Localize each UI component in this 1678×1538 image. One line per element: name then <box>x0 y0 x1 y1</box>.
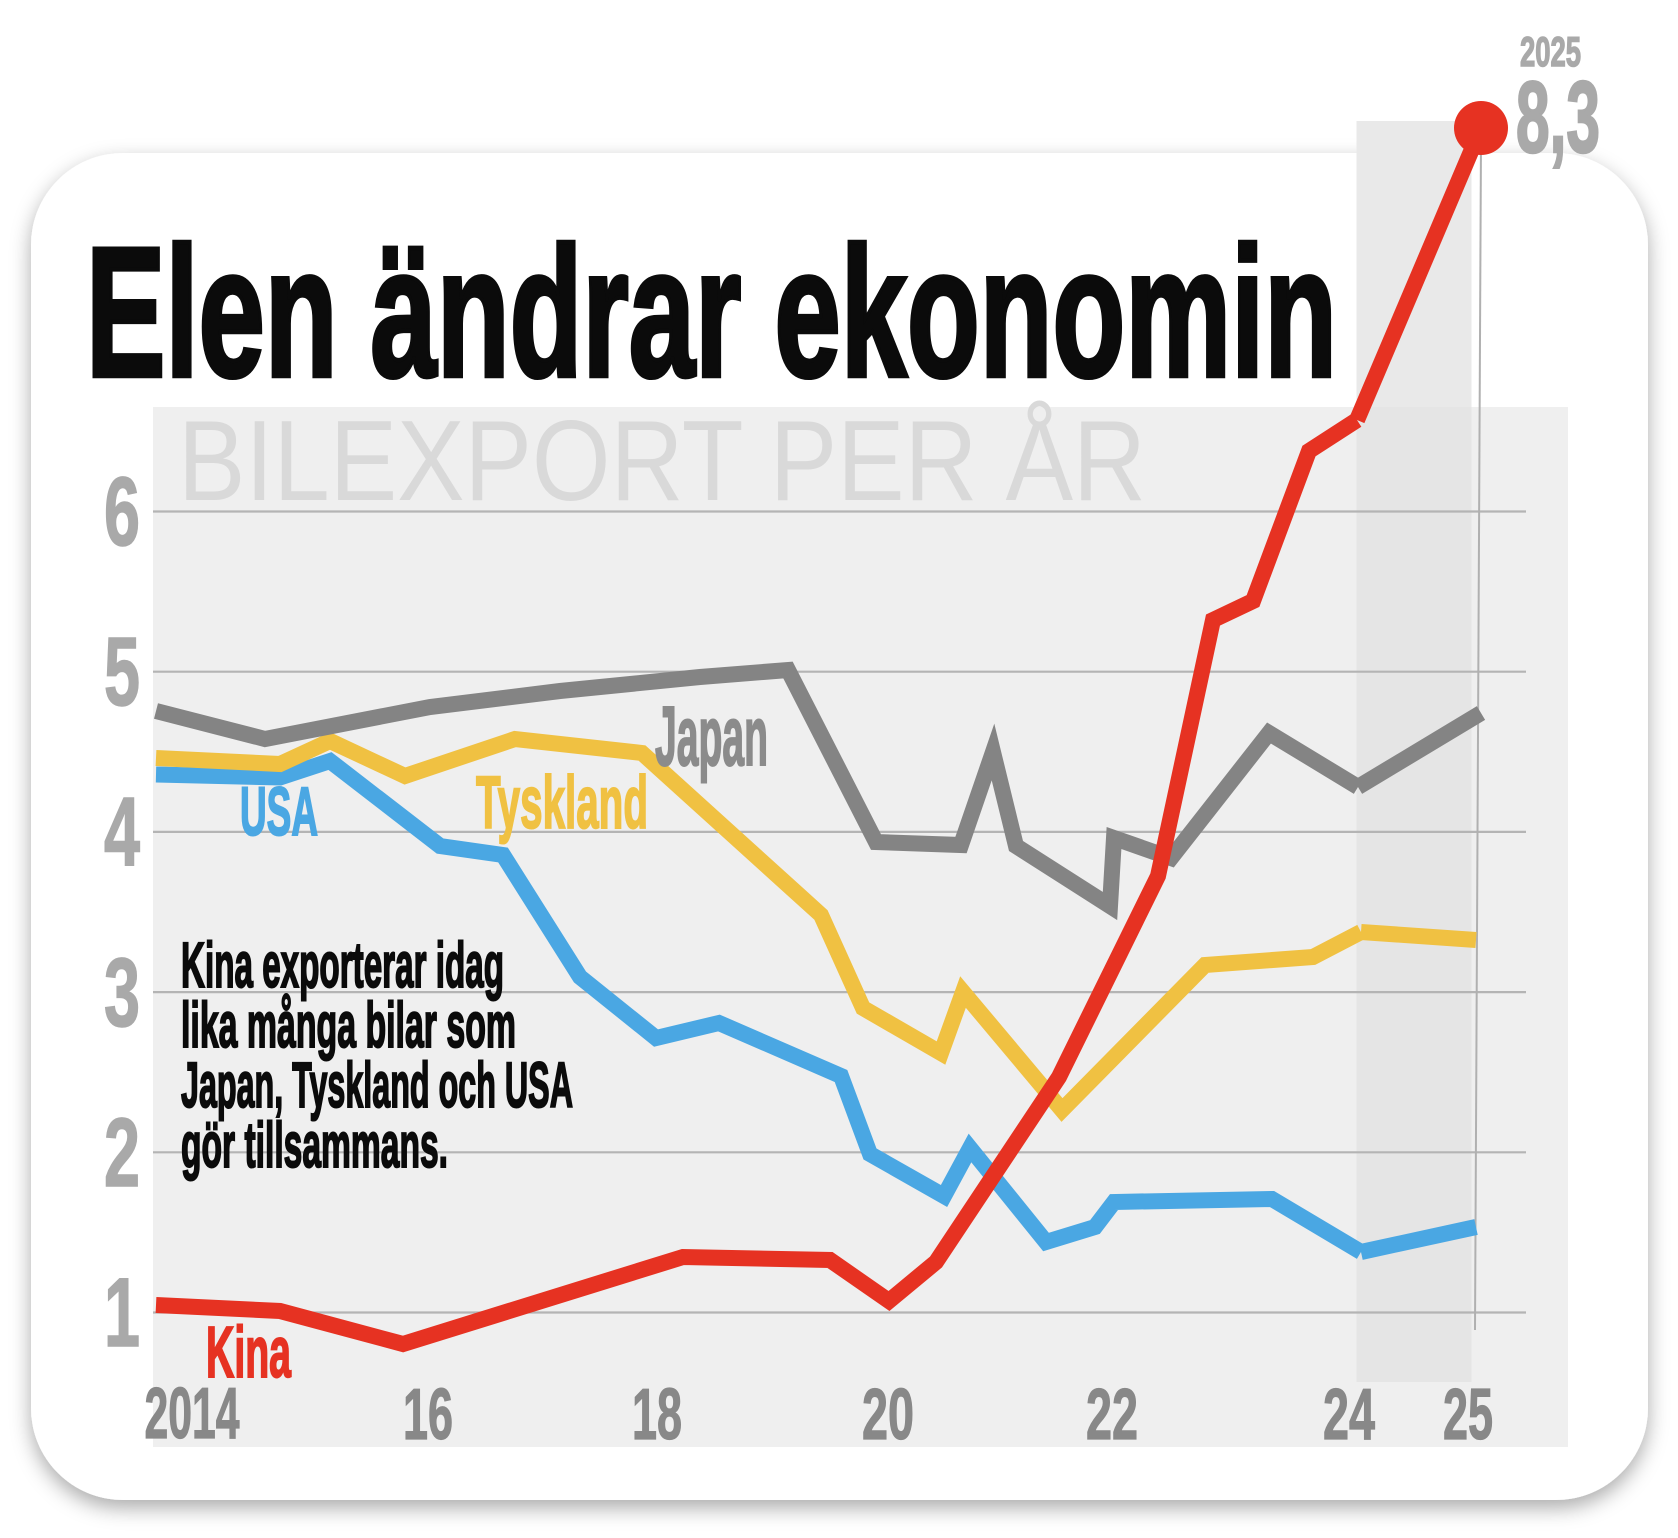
svg-text:3: 3 <box>104 938 140 1047</box>
svg-text:2014: 2014 <box>145 1374 240 1454</box>
svg-text:Japan: Japan <box>655 689 768 783</box>
svg-text:Elen ändrar ekonomin: Elen ändrar ekonomin <box>86 210 1337 416</box>
svg-text:1: 1 <box>104 1258 140 1367</box>
svg-text:5: 5 <box>104 617 140 726</box>
svg-text:lika många bilar som: lika många bilar som <box>181 989 516 1061</box>
svg-text:8,3: 8,3 <box>1516 62 1600 174</box>
svg-text:4: 4 <box>104 777 140 886</box>
svg-text:Kina exporterar idag: Kina exporterar idag <box>181 929 504 1001</box>
svg-text:Kina: Kina <box>206 1313 292 1393</box>
svg-text:Japan, Tyskland och USA: Japan, Tyskland och USA <box>181 1049 573 1121</box>
svg-text:20: 20 <box>862 1375 914 1455</box>
svg-text:22: 22 <box>1086 1375 1138 1455</box>
svg-text:16: 16 <box>403 1375 453 1455</box>
svg-text:BILEXPORT PER ÅR: BILEXPORT PER ÅR <box>178 398 1146 525</box>
svg-text:Tyskland: Tyskland <box>476 761 648 844</box>
svg-text:2: 2 <box>104 1098 140 1207</box>
svg-text:gör tillsammans.: gör tillsammans. <box>181 1109 448 1181</box>
svg-text:24: 24 <box>1323 1375 1375 1455</box>
svg-text:USA: USA <box>240 773 318 850</box>
svg-text:25: 25 <box>1443 1375 1493 1455</box>
svg-text:2025: 2025 <box>1520 28 1581 75</box>
svg-text:18: 18 <box>632 1375 682 1455</box>
svg-text:6: 6 <box>104 457 140 566</box>
